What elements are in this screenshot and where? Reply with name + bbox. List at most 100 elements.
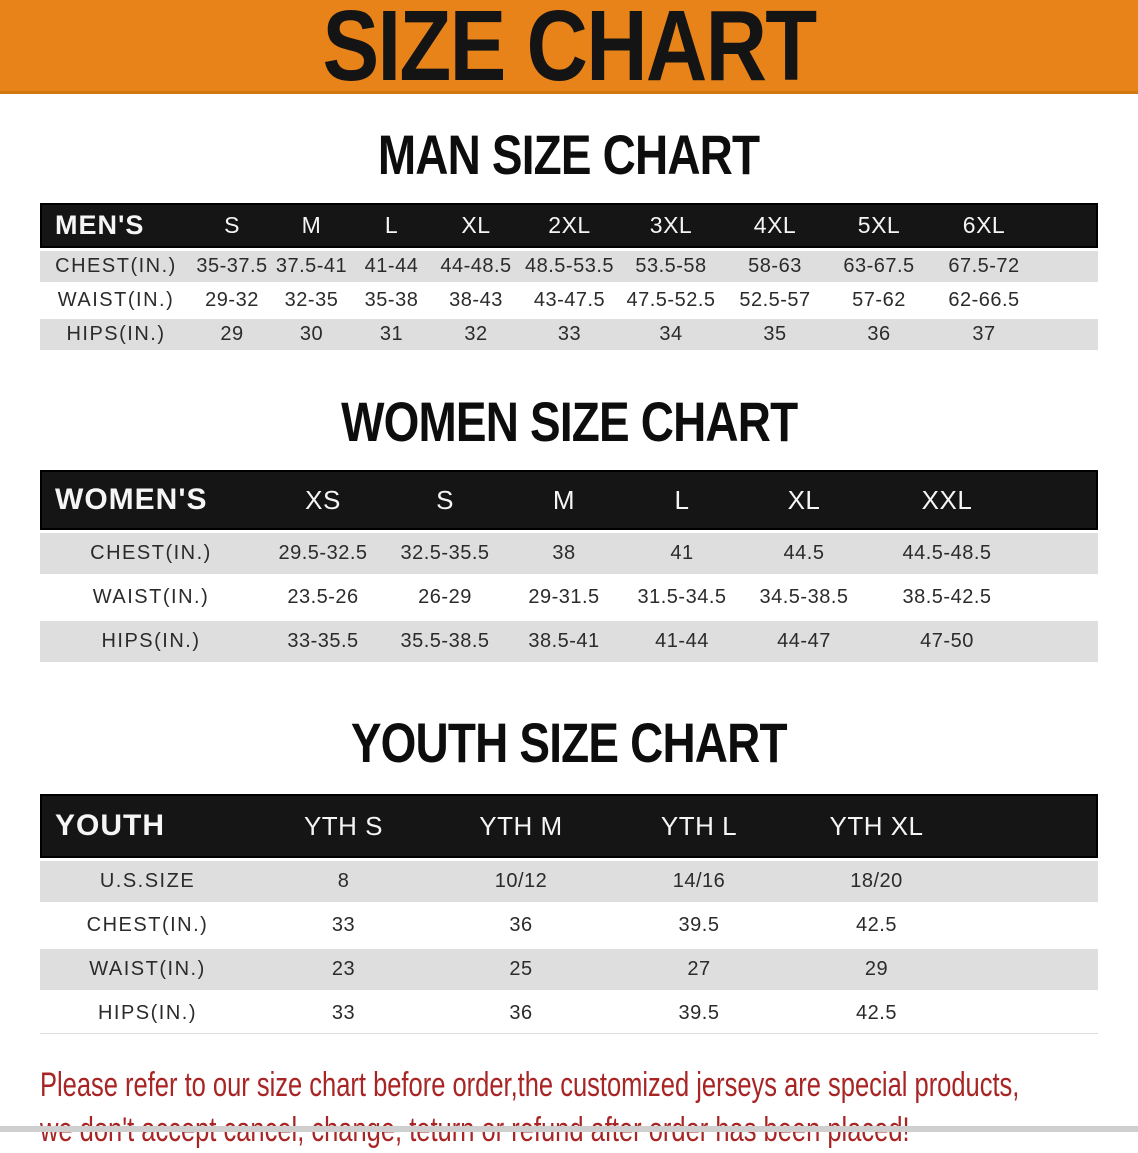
value-cell: 38.5-42.5 — [902, 586, 992, 608]
row-label: U.S.SIZE — [40, 861, 255, 902]
table-row: HIPS(IN.) 33-35.5 35.5-38.5 38.5-41 41-44 44-… — [40, 621, 1098, 662]
value-cell: 33 — [255, 993, 432, 1034]
table-row: WAIST(IN.) 23 25 27 29 — [40, 949, 1098, 990]
value-cell: 39.5 — [678, 914, 720, 936]
value-cell: 63-67.5 — [827, 251, 931, 282]
womens-size-table: WOMEN'S XS S M L XL XXL CHEST(IN.) 29.5-32.5 32.5… — [40, 467, 1098, 665]
value-cell: 37.5-41 — [272, 251, 351, 282]
value-cell: 44.5 — [742, 533, 866, 574]
value-cell: 23 — [255, 949, 432, 990]
mens-section-heading: MAN SIZE CHART — [0, 122, 1138, 187]
value-cell: 31.5-34.5 — [637, 586, 727, 608]
table-row: CHEST(IN.) 35-37.5 37.5-41 41-44 44-48.5 48.5… — [40, 251, 1098, 282]
table-row: HIPS(IN.) 29 30 31 32 33 34 35 36 37 — [40, 319, 1098, 350]
size-header: L — [351, 203, 432, 248]
filler-cell — [965, 905, 1098, 946]
value-cell: 38.5-41 — [506, 621, 622, 662]
value-cell: 18/20 — [788, 861, 965, 902]
value-cell: 32.5-35.5 — [384, 533, 506, 574]
filler-cell — [1037, 319, 1098, 350]
disclaimer: Please refer to our size chart before or… — [40, 1063, 1138, 1153]
value-cell: 38 — [506, 533, 622, 574]
group-label: YOUTH — [40, 794, 255, 858]
filler-cell — [1037, 203, 1098, 248]
value-cell: 62-66.5 — [948, 289, 1020, 311]
row-label: HIPS(IN.) — [40, 993, 255, 1034]
value-cell: 35 — [723, 319, 827, 350]
womens-section-heading: WOMEN SIZE CHART — [0, 389, 1138, 454]
row-label: HIPS(IN.) — [40, 621, 262, 662]
row-label: CHEST(IN.) — [40, 251, 192, 282]
row-label: CHEST(IN.) — [86, 914, 209, 936]
size-header: M — [272, 203, 351, 248]
womens-section-heading-text: WOMEN SIZE CHART — [340, 390, 798, 453]
row-label: HIPS(IN.) — [40, 319, 192, 350]
value-cell: 44-48.5 — [432, 251, 520, 282]
size-header: 2XL — [520, 203, 619, 248]
table-row: CHEST(IN.) 29.5-32.5 32.5-35.5 38 41 44.5 44.5… — [40, 533, 1098, 574]
filler-cell — [1037, 285, 1098, 316]
table-row: WAIST(IN.) 29-32 32-35 35-38 38-43 43-47.5 47.… — [40, 285, 1098, 316]
value-cell: 57-62 — [852, 289, 906, 311]
value-cell: 30 — [272, 319, 351, 350]
size-header: 4XL — [723, 203, 827, 248]
value-cell: 42.5 — [856, 914, 897, 936]
size-header: XS — [262, 470, 384, 530]
table-row: HIPS(IN.) 33 36 39.5 42.5 — [40, 993, 1098, 1034]
value-cell: 29-31.5 — [528, 586, 600, 608]
mens-size-table: MEN'S S M L XL 2XL 3XL 4XL 5XL 6XL CHEST(IN.) 35-37… — [40, 200, 1098, 353]
value-cell: 35-37.5 — [192, 251, 272, 282]
filler-cell — [965, 794, 1098, 858]
value-cell: 47-50 — [866, 621, 1028, 662]
youth-section-heading-text: YOUTH SIZE CHART — [351, 711, 788, 774]
value-cell: 53.5-58 — [619, 251, 723, 282]
value-cell: 27 — [610, 949, 788, 990]
size-header: 5XL — [827, 203, 931, 248]
value-cell: 43-47.5 — [533, 289, 606, 311]
value-cell: 34.5-38.5 — [759, 586, 849, 608]
size-header: M — [506, 470, 622, 530]
value-cell: 47.5-52.5 — [626, 289, 716, 311]
filler-cell — [1028, 533, 1098, 574]
disclaimer-line-1: Please refer to our size chart before or… — [40, 1066, 1020, 1104]
size-header: S — [192, 203, 272, 248]
table-row: WAIST(IN.) 23.5-26 26-29 29-31.5 31.5-34.5 34… — [40, 577, 1098, 618]
value-cell: 34 — [619, 319, 723, 350]
filler-cell — [1028, 621, 1098, 662]
youth-section-heading: YOUTH SIZE CHART — [0, 710, 1138, 775]
value-cell: 29.5-32.5 — [262, 533, 384, 574]
value-cell: 37 — [931, 319, 1037, 350]
size-header: YTH L — [610, 794, 788, 858]
value-cell: 44-47 — [742, 621, 866, 662]
row-label: CHEST(IN.) — [40, 533, 262, 574]
value-cell: 29-32 — [205, 289, 259, 311]
value-cell: 41-44 — [622, 621, 742, 662]
mens-section-heading-text: MAN SIZE CHART — [378, 123, 760, 186]
value-cell: 29 — [788, 949, 965, 990]
row-label: WAIST(IN.) — [92, 586, 210, 608]
value-cell: 35-38 — [364, 289, 419, 311]
value-cell: 58-63 — [723, 251, 827, 282]
filler-cell — [965, 861, 1098, 902]
value-cell: 41-44 — [351, 251, 432, 282]
group-label: WOMEN'S — [40, 470, 262, 530]
youth-size-table: YOUTH YTH S YTH M YTH L YTH XL U.S.SIZE 8 10/12… — [40, 791, 1098, 1037]
value-cell: 42.5 — [788, 993, 965, 1034]
size-header: 6XL — [931, 203, 1037, 248]
value-cell: 10/12 — [432, 861, 610, 902]
size-header: 3XL — [619, 203, 723, 248]
value-cell: 29 — [192, 319, 272, 350]
size-header: XL — [742, 470, 866, 530]
size-header: YTH S — [255, 794, 432, 858]
value-cell: 26-29 — [418, 586, 472, 608]
row-label: WAIST(IN.) — [57, 289, 175, 311]
value-cell: 33 — [331, 914, 356, 936]
value-cell: 48.5-53.5 — [520, 251, 619, 282]
value-cell: 35.5-38.5 — [384, 621, 506, 662]
value-cell: 23.5-26 — [287, 586, 359, 608]
value-cell: 14/16 — [610, 861, 788, 902]
value-cell: 36 — [509, 914, 533, 936]
value-cell: 41 — [622, 533, 742, 574]
size-header: YTH XL — [788, 794, 965, 858]
bottom-strip — [0, 1126, 1138, 1132]
